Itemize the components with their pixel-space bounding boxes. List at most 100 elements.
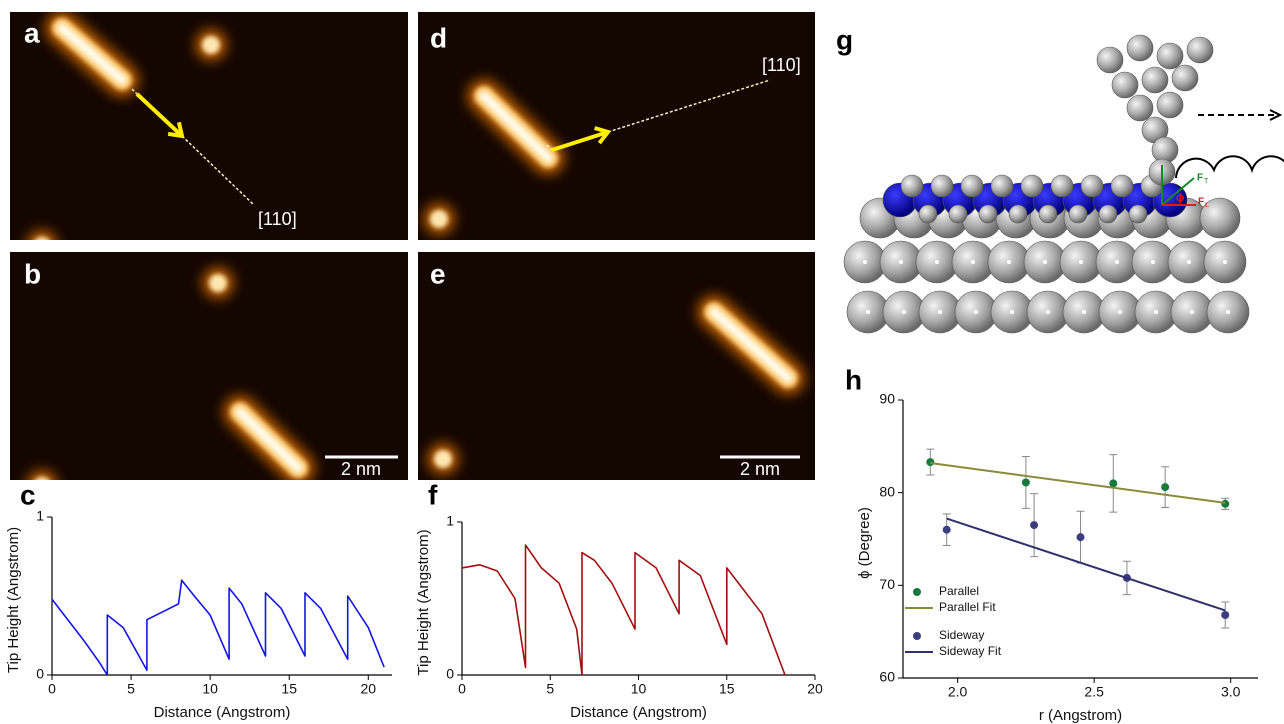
direction-label: [110] — [762, 55, 801, 75]
panel-label: a — [24, 17, 40, 48]
atom-dot — [1082, 310, 1086, 314]
legend-label: Parallel — [939, 584, 979, 598]
panel-label: h — [845, 364, 862, 395]
tip-atom — [1112, 72, 1138, 98]
x-axis-label: r (Angstrom) — [1039, 707, 1122, 724]
force-label: T — [1204, 178, 1209, 185]
image-background — [418, 12, 815, 240]
y-tick-label: 80 — [879, 483, 895, 499]
atom-dot — [1118, 310, 1122, 314]
y-tick-label: 0 — [36, 666, 44, 682]
atom-dot — [971, 260, 975, 264]
image-panel: 2 nm — [418, 252, 815, 480]
atom-dot — [974, 310, 978, 314]
molecule-atom — [949, 205, 967, 223]
atom-dot — [1151, 260, 1155, 264]
y-axis-label: Tip Height (Angstrom) — [415, 529, 432, 675]
panel-label: e — [430, 258, 446, 289]
tip-atom — [1187, 37, 1213, 63]
adatom — [430, 210, 448, 228]
tip-atom — [1142, 67, 1168, 93]
point — [926, 458, 934, 466]
atom-dot — [1115, 260, 1119, 264]
x-tick-label: 3.0 — [1221, 684, 1241, 700]
x-tick-label: 5 — [127, 681, 135, 697]
adatom — [434, 450, 452, 468]
atom-dot — [1154, 310, 1158, 314]
molecule-atom — [1069, 205, 1087, 223]
tip-trajectory — [1176, 156, 1284, 178]
panel-label: b — [24, 258, 41, 289]
molecule-atom — [1129, 205, 1147, 223]
point — [1077, 533, 1085, 541]
molecule-atom — [1111, 175, 1133, 197]
molecule-atom — [1009, 205, 1027, 223]
angle-label: ϕ — [1176, 192, 1184, 204]
scale-bar-label: 2 nm — [740, 459, 780, 479]
atom-dot — [935, 260, 939, 264]
legend-label: Parallel Fit — [939, 600, 996, 614]
molecule-atom — [1039, 205, 1057, 223]
y-tick-label: 70 — [879, 576, 895, 592]
panel-label: g — [836, 24, 853, 55]
atom-dot — [866, 310, 870, 314]
direction-label: [110] — [258, 209, 297, 229]
adatom — [33, 477, 51, 495]
panel-label: c — [20, 479, 36, 510]
tip-atom — [1127, 95, 1153, 121]
x-axis-label: Distance (Angstrom) — [154, 704, 291, 721]
x-tick-label: 0 — [48, 681, 56, 697]
molecule-atom — [931, 175, 953, 197]
point — [1022, 478, 1030, 486]
trace — [52, 580, 384, 675]
x-tick-label: 15 — [719, 681, 735, 697]
x-tick-label: 10 — [202, 681, 218, 697]
molecule-atom — [901, 175, 923, 197]
tip-atom — [1157, 92, 1183, 118]
point — [1109, 479, 1117, 487]
x-tick-label: 20 — [807, 681, 823, 697]
panel-label: d — [430, 22, 447, 53]
molecule-atom — [919, 205, 937, 223]
force-label: L — [1205, 202, 1209, 209]
atom-dot — [1046, 310, 1050, 314]
point — [1221, 611, 1229, 619]
point — [1161, 483, 1169, 491]
image-panel: [110] — [10, 12, 408, 262]
y-axis-label: ϕ (Degree) — [856, 507, 873, 579]
x-tick-label: 5 — [546, 681, 554, 697]
point — [943, 526, 951, 534]
atom-dot — [1007, 260, 1011, 264]
x-tick-label: 10 — [631, 681, 647, 697]
image-panel: [110] — [418, 12, 815, 240]
force-label: F — [1197, 173, 1203, 184]
atom-dot — [1010, 310, 1014, 314]
atom-dot — [1190, 310, 1194, 314]
y-tick-label: 90 — [879, 391, 895, 407]
atom-dot — [902, 310, 906, 314]
y-tick-label: 1 — [36, 508, 44, 524]
fit-line — [930, 463, 1225, 503]
x-tick-label: 0 — [458, 681, 466, 697]
panel-label: f — [428, 479, 438, 510]
atom-dot — [899, 260, 903, 264]
point — [1221, 500, 1229, 508]
molecule-atom — [1021, 175, 1043, 197]
atom-dot — [1079, 260, 1083, 264]
point — [1030, 521, 1038, 529]
fit-line — [947, 519, 1225, 611]
molecule-atom — [991, 175, 1013, 197]
atom-dot — [1223, 260, 1227, 264]
tip-atom — [1172, 65, 1198, 91]
adatom — [202, 36, 220, 54]
molecule-atom — [961, 175, 983, 197]
molecule-atom — [1081, 175, 1103, 197]
x-tick-label: 2.0 — [948, 684, 968, 700]
y-tick-label: 60 — [879, 669, 895, 685]
y-axis-label: Tip Height (Angstrom) — [5, 527, 22, 673]
y-tick-label: 1 — [446, 513, 454, 529]
atom-dot — [1187, 260, 1191, 264]
atom-dot — [863, 260, 867, 264]
tip-atom — [1127, 35, 1153, 61]
